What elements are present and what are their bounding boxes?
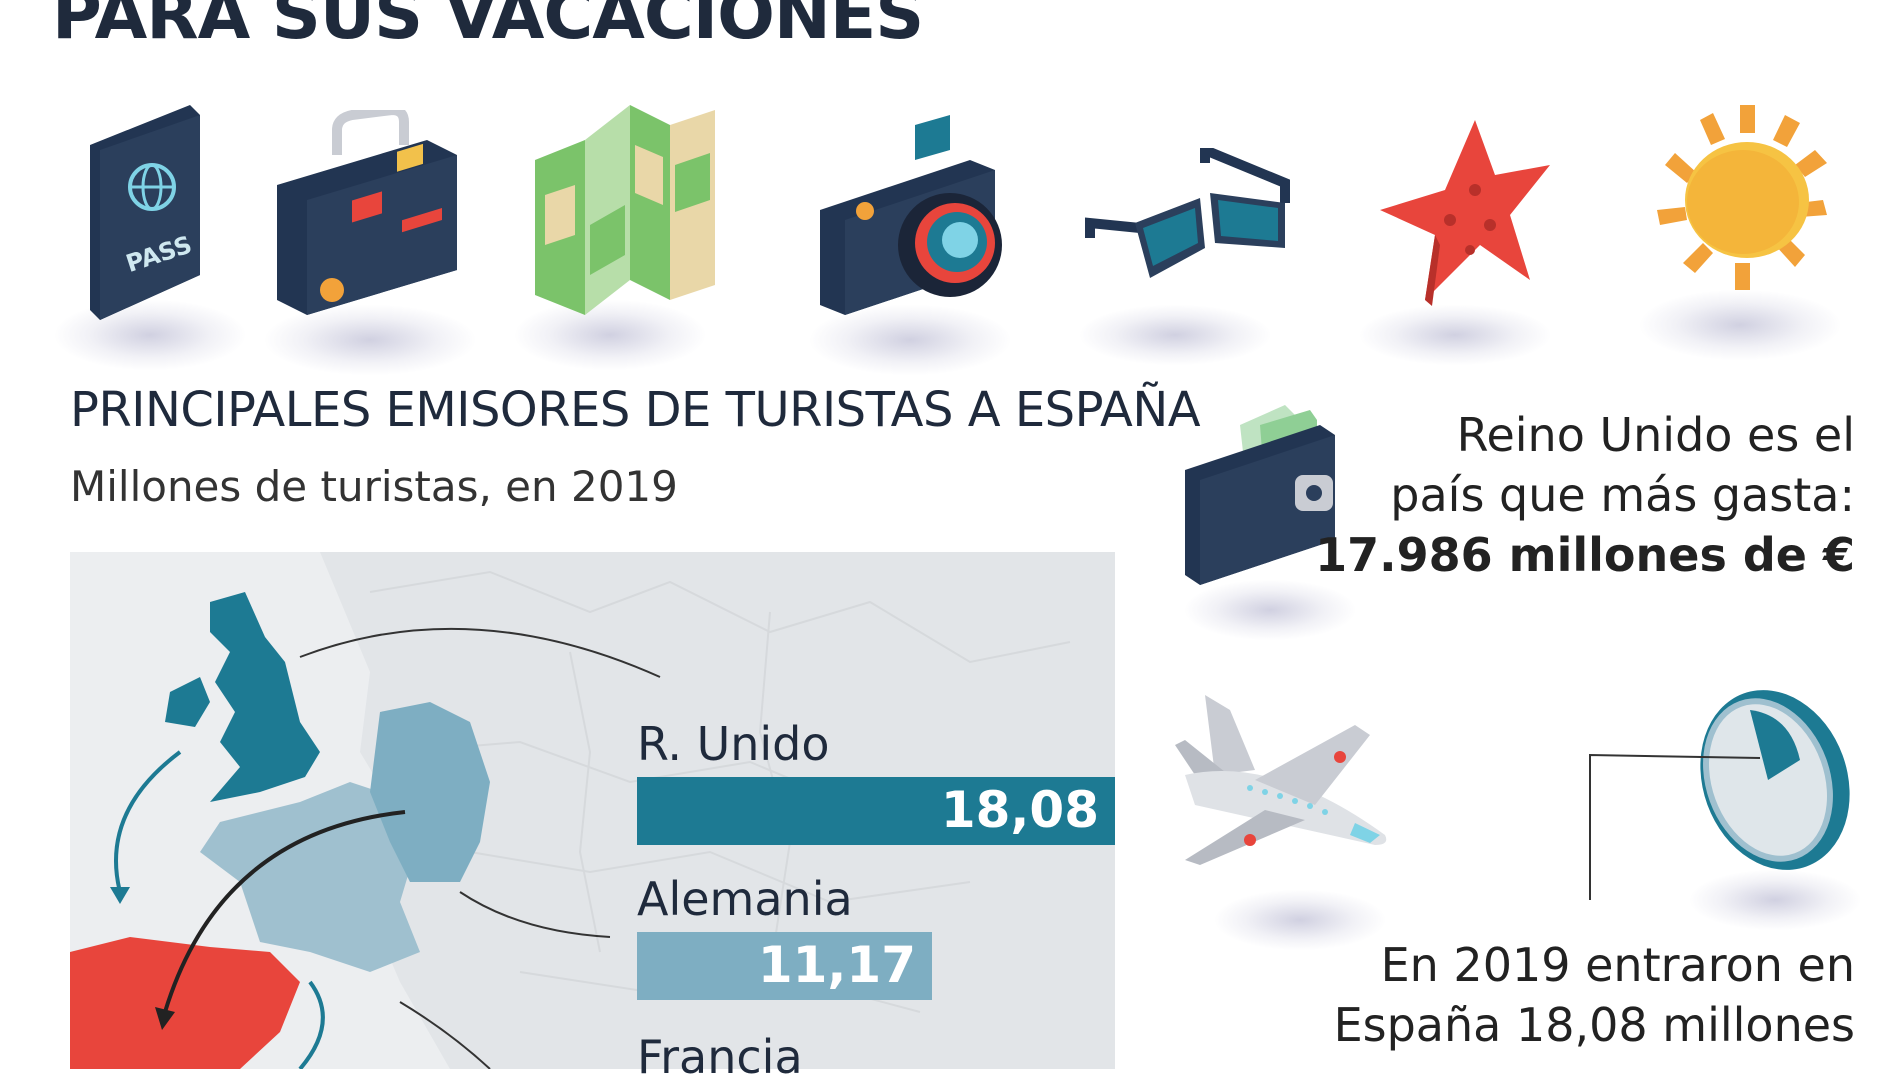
spend-value: 17.986 millones de € [1315,528,1855,582]
airplane-icon [1175,695,1387,865]
bar-value-r-unido: 18,08 [940,781,1099,839]
bar-value-alemania: 11,17 [757,936,916,994]
france-shape [200,782,420,972]
entry-line-2: España 18,08 millones [1333,998,1855,1052]
icon-shadow [1215,890,1385,950]
bar-chart: R. Unido 18,08 Alemania 11,17 Francia [637,552,1115,1084]
icon-shadow [810,305,1010,375]
icon-shadow [515,300,705,370]
bar-alemania: 11,17 [637,932,932,1000]
suitcase-icon [277,110,457,315]
icon-shadow [1185,580,1355,640]
passport-icon: PASS [90,105,200,320]
ireland-shape [165,677,210,727]
icon-shadow [265,305,475,375]
entry-line-1: En 2019 entraron en [1380,938,1855,992]
camera-icon [820,115,1002,315]
sun-icon [1657,105,1827,290]
bar-label-alemania: Alemania [637,872,853,926]
icon-shadow [1690,870,1860,930]
map-icon [535,105,715,315]
uk-shape [210,592,320,802]
wallet-icon [1185,405,1335,585]
spend-text: Reino Unido es el país que más gasta: 17… [1315,405,1855,585]
bar-label-francia: Francia [637,1030,803,1084]
entry-text: En 2019 entraron en España 18,08 millone… [1334,935,1855,1055]
chart-subtitle: Millones de turistas, en 2019 [70,462,678,511]
icon-shadow [55,300,245,370]
starfish-icon [1380,120,1550,306]
spend-line-1: Reino Unido es el [1456,408,1855,462]
chart-title: PRINCIPALES EMISORES DE TURISTAS A ESPAÑ… [70,382,1201,438]
spend-line-2: país que más gasta: [1390,468,1855,522]
clock-icon [1700,690,1850,870]
germany-shape [370,702,490,882]
clock-leader-line [1589,753,1761,900]
icon-shadow [1640,290,1840,360]
bar-label-r-unido: R. Unido [637,717,830,771]
icon-shadow [1360,305,1550,365]
spain-shape [70,937,300,1069]
headline: PARA SUS VACACIONES [52,0,924,55]
bar-r-unido: 18,08 [637,777,1115,845]
icon-shadow [1080,305,1270,365]
sunglasses-icon [1085,148,1290,278]
